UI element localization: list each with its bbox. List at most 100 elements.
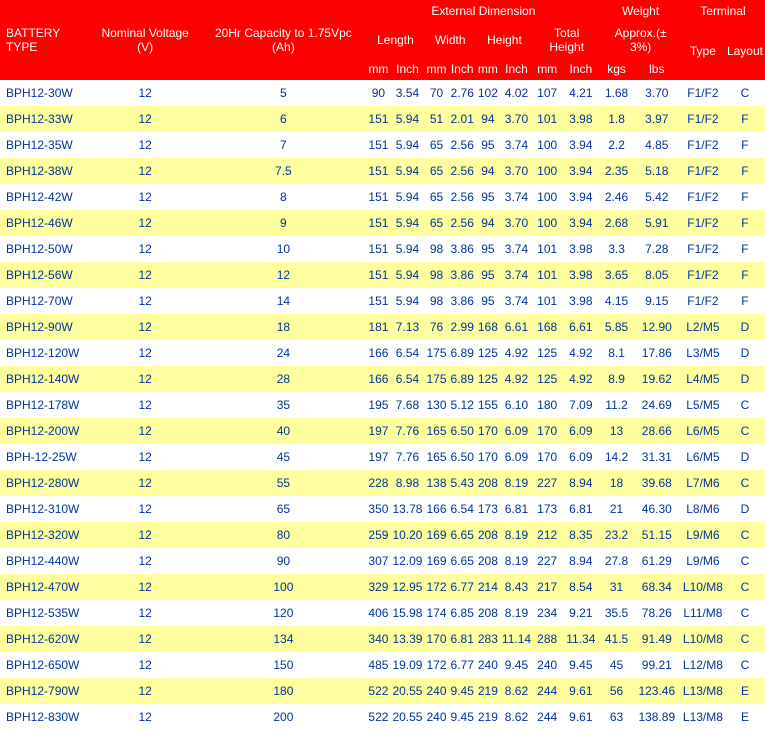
cell-l_in: 5.94 <box>390 210 424 236</box>
cell-h_in: 3.74 <box>500 288 533 314</box>
cell-kgs: 2.2 <box>600 132 632 158</box>
cell-layout: C <box>725 600 765 626</box>
cell-th_mm: 288 <box>533 626 561 652</box>
cell-l_in: 13.78 <box>390 496 424 522</box>
cell-h_in: 8.19 <box>500 522 533 548</box>
cell-type: BPH12-38W <box>0 158 90 184</box>
cell-h_in: 4.92 <box>500 340 533 366</box>
cell-lbs: 5.18 <box>633 158 681 184</box>
cell-term: L8/M6 <box>681 496 725 522</box>
cell-w_in: 2.56 <box>449 132 476 158</box>
cell-layout: F <box>725 132 765 158</box>
cell-w_mm: 51 <box>424 106 448 132</box>
cell-th_mm: 125 <box>533 340 561 366</box>
cell-l_mm: 181 <box>366 314 390 340</box>
cell-th_in: 3.98 <box>561 236 600 262</box>
table-row: BPH12-50W12101515.94983.86953.741013.983… <box>0 236 765 262</box>
hdr-kgs: kgs <box>600 58 632 80</box>
cell-term: F1/F2 <box>681 236 725 262</box>
cell-lbs: 78.26 <box>633 600 681 626</box>
hdr-h-in: Inch <box>500 58 533 80</box>
cell-w_in: 9.45 <box>449 704 476 730</box>
cell-lbs: 3.97 <box>633 106 681 132</box>
cell-l_mm: 197 <box>366 444 390 470</box>
table-row: BPH12-46W1291515.94652.56943.701003.942.… <box>0 210 765 236</box>
cell-w_in: 3.86 <box>449 262 476 288</box>
cell-l_in: 7.76 <box>390 444 424 470</box>
cell-ah: 28 <box>200 366 366 392</box>
cell-ah: 200 <box>200 704 366 730</box>
cell-w_mm: 98 <box>424 236 448 262</box>
cell-w_mm: 65 <box>424 184 448 210</box>
cell-w_mm: 130 <box>424 392 448 418</box>
cell-th_in: 3.98 <box>561 288 600 314</box>
hdr-weight: Weight <box>600 0 681 22</box>
cell-term: L6/M5 <box>681 418 725 444</box>
cell-w_mm: 70 <box>424 80 448 106</box>
table-row: BPH-12-25W12451977.761656.501706.091706.… <box>0 444 765 470</box>
cell-w_mm: 166 <box>424 496 448 522</box>
cell-layout: F <box>725 158 765 184</box>
cell-th_mm: 101 <box>533 106 561 132</box>
cell-w_in: 3.86 <box>449 288 476 314</box>
cell-layout: D <box>725 314 765 340</box>
cell-w_in: 6.50 <box>449 418 476 444</box>
cell-w_in: 2.56 <box>449 184 476 210</box>
cell-h_mm: 125 <box>476 366 500 392</box>
cell-term: F1/F2 <box>681 210 725 236</box>
cell-l_in: 12.09 <box>390 548 424 574</box>
cell-th_mm: 101 <box>533 288 561 314</box>
cell-ah: 120 <box>200 600 366 626</box>
cell-type: BPH12-90W <box>0 314 90 340</box>
cell-w_mm: 175 <box>424 366 448 392</box>
cell-layout: F <box>725 236 765 262</box>
cell-h_mm: 214 <box>476 574 500 600</box>
table-row: BPH12-120W12241666.541756.891254.921254.… <box>0 340 765 366</box>
cell-h_in: 6.10 <box>500 392 533 418</box>
cell-l_mm: 485 <box>366 652 390 678</box>
hdr-ext-dim: External Dimension <box>366 0 600 22</box>
cell-lbs: 28.66 <box>633 418 681 444</box>
cell-kgs: 18 <box>600 470 632 496</box>
cell-term: F1/F2 <box>681 132 725 158</box>
cell-layout: D <box>725 444 765 470</box>
cell-th_in: 3.94 <box>561 132 600 158</box>
cell-l_mm: 406 <box>366 600 390 626</box>
cell-lbs: 4.85 <box>633 132 681 158</box>
cell-type: BPH12-50W <box>0 236 90 262</box>
table-row: BPH12-790W1218052220.552409.452198.62244… <box>0 678 765 704</box>
cell-lbs: 61.29 <box>633 548 681 574</box>
table-header: BATTERY TYPE Nominal Voltage (V) 20Hr Ca… <box>0 0 765 80</box>
cell-h_mm: 155 <box>476 392 500 418</box>
cell-w_in: 6.65 <box>449 548 476 574</box>
cell-h_mm: 170 <box>476 418 500 444</box>
cell-kgs: 21 <box>600 496 632 522</box>
cell-ah: 35 <box>200 392 366 418</box>
cell-ah: 6 <box>200 106 366 132</box>
cell-v: 12 <box>90 366 200 392</box>
cell-type: BPH12-790W <box>0 678 90 704</box>
cell-type: BPH12-33W <box>0 106 90 132</box>
cell-l_mm: 151 <box>366 210 390 236</box>
cell-lbs: 123.46 <box>633 678 681 704</box>
cell-kgs: 45 <box>600 652 632 678</box>
cell-lbs: 19.62 <box>633 366 681 392</box>
cell-h_mm: 95 <box>476 236 500 262</box>
cell-layout: D <box>725 366 765 392</box>
cell-ah: 7.5 <box>200 158 366 184</box>
cell-ah: 24 <box>200 340 366 366</box>
cell-th_in: 3.98 <box>561 262 600 288</box>
cell-th_in: 6.09 <box>561 418 600 444</box>
table-row: BPH12-280W12552288.981385.432088.192278.… <box>0 470 765 496</box>
cell-ah: 18 <box>200 314 366 340</box>
cell-th_mm: 101 <box>533 236 561 262</box>
cell-lbs: 46.30 <box>633 496 681 522</box>
cell-l_in: 5.94 <box>390 288 424 314</box>
cell-l_mm: 151 <box>366 236 390 262</box>
cell-th_in: 6.61 <box>561 314 600 340</box>
cell-l_in: 19.09 <box>390 652 424 678</box>
cell-h_in: 3.74 <box>500 132 533 158</box>
cell-layout: C <box>725 574 765 600</box>
cell-type: BPH12-56W <box>0 262 90 288</box>
cell-kgs: 2.68 <box>600 210 632 236</box>
